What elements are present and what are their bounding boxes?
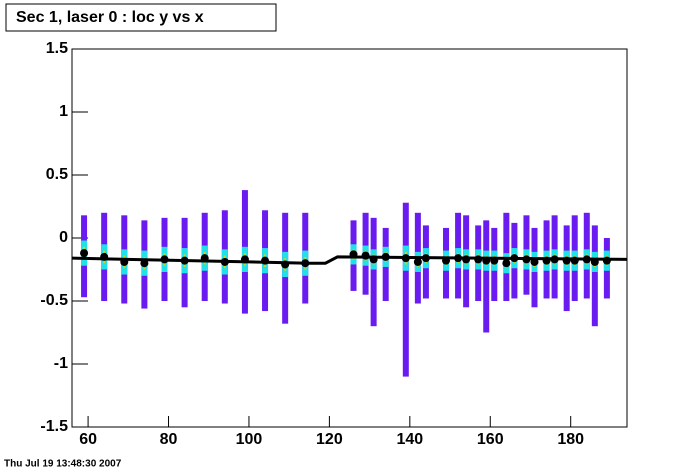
profile-point: [140, 259, 149, 268]
profile-point: [200, 254, 209, 263]
profile-point: [180, 256, 189, 265]
profile-point: [220, 257, 229, 266]
y-tick-label: 1: [59, 103, 68, 120]
profile-point: [349, 250, 358, 259]
profile-point: [421, 254, 430, 263]
profile-point: [454, 254, 463, 263]
profile-point: [562, 256, 571, 265]
x-tick-label: 120: [316, 431, 343, 448]
profile-point: [413, 257, 422, 266]
profile-point: [490, 256, 499, 265]
profile-point: [582, 255, 591, 264]
y-tick-label: -1.5: [40, 418, 68, 435]
title-box: [5, 3, 277, 32]
profile-point: [240, 255, 249, 264]
profile-point: [590, 257, 599, 266]
profile-point: [381, 252, 390, 261]
density-column: [402, 202, 409, 377]
density-column: [483, 220, 490, 333]
y-tick-label: 1.5: [46, 40, 68, 57]
x-tick-label: 60: [79, 431, 97, 448]
profile-point: [301, 259, 310, 268]
profile-point: [474, 255, 483, 264]
y-tick-label: -0.5: [40, 292, 68, 309]
x-tick-label: 140: [396, 431, 423, 448]
y-tick-label: 0.5: [46, 166, 68, 183]
profile-point: [261, 256, 270, 265]
profile-point: [401, 254, 410, 263]
profile-point: [482, 256, 491, 265]
profile-point: [281, 260, 290, 269]
profile-point: [502, 259, 511, 268]
profile-point: [570, 256, 579, 265]
x-tick-label: 180: [557, 431, 584, 448]
chart-title: Sec 1, laser 0 : loc y vs x: [16, 9, 204, 26]
profile-point: [550, 255, 559, 264]
x-tick-label: 80: [160, 431, 178, 448]
x-tick-label: 160: [477, 431, 504, 448]
profile-point: [462, 255, 471, 264]
fit-line: [71, 255, 628, 265]
x-tick-label: 100: [236, 431, 263, 448]
profile-point: [442, 256, 451, 265]
profile-point: [522, 255, 531, 264]
y-tick-label: -1: [54, 355, 68, 372]
profile-point: [160, 255, 169, 264]
profile-point: [369, 255, 378, 264]
profile-point: [120, 257, 129, 266]
profile-point: [510, 254, 519, 263]
footer: Thu Jul 19 13:48:30 2007: [4, 459, 122, 470]
profile-point: [542, 256, 551, 265]
profile-point: [361, 251, 370, 260]
profile-point: [80, 249, 89, 258]
density-column: [591, 225, 598, 327]
profile-point: [100, 252, 109, 261]
profile-point: [602, 256, 611, 265]
y-tick-label: 0: [59, 229, 68, 246]
profile-point: [530, 257, 539, 266]
density-column: [370, 217, 377, 327]
